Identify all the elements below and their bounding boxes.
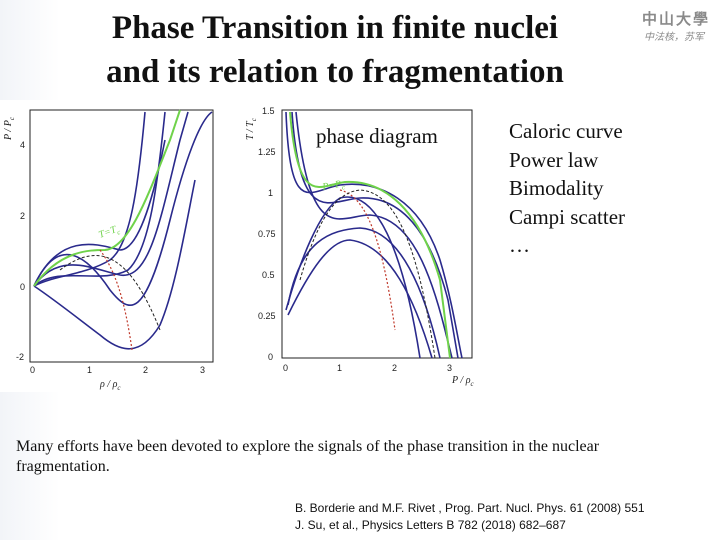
right-plot-frame: [281, 109, 473, 359]
signal-item: Bimodality: [509, 176, 604, 200]
left-ytick-2: 2: [20, 211, 25, 221]
left-plot-frame: [29, 109, 214, 363]
left-curve-label: T=Tc: [97, 223, 122, 243]
left-xtick-0: 0: [30, 365, 35, 375]
left-xlabel: ρ / ρc: [99, 379, 121, 392]
left-ytick-0: 0: [20, 282, 25, 292]
right-spinodal: [339, 189, 396, 331]
right-isotherm-5: [287, 239, 433, 359]
right-ytick-1-5: 1.5: [262, 106, 275, 116]
right-ytick-0-25: 0.25: [258, 311, 276, 321]
left-ylabel: P / Pc: [3, 116, 16, 141]
title-line-1: Phase Transition in finite nuclei: [111, 10, 559, 46]
right-ytick-0: 0: [268, 352, 273, 362]
slide-title: Phase Transition in finite nuclei and it…: [40, 6, 630, 94]
signal-item: Power law: [509, 147, 599, 172]
right-ytick-0-75: 0.75: [258, 229, 276, 239]
left-isotherm-1: [33, 111, 213, 306]
right-ytick-1: 1: [268, 188, 273, 198]
right-isotherm-4: [287, 227, 441, 359]
right-xtick-3: 3: [447, 363, 452, 373]
right-curve-label: P=Pc: [321, 178, 347, 195]
right-ytick-1-25: 1.25: [258, 147, 276, 157]
right-ylabel: T / Tc: [245, 117, 258, 140]
references: B. Borderie and M.F. Rivet , Prog. Part.…: [295, 500, 645, 534]
right-xtick-2: 2: [392, 363, 397, 373]
left-isotherm-2: [33, 111, 189, 287]
signals-list: Caloric curve Power law Bimodality Campi…: [509, 117, 625, 260]
left-xtick-3: 3: [200, 365, 205, 375]
left-coexistence: [59, 255, 161, 331]
left-xtick-1: 1: [87, 365, 92, 375]
signal-item: …: [509, 233, 530, 257]
title-line-2: and its relation to fragmentation: [106, 54, 564, 90]
left-xtick-2: 2: [143, 365, 148, 375]
right-coexistence: [299, 189, 436, 359]
left-critical-isotherm: [33, 109, 181, 287]
right-xtick-1: 1: [337, 363, 342, 373]
phase-diagram-label: phase diagram: [316, 124, 438, 148]
right-ytick-0-5: 0.5: [262, 270, 275, 280]
left-spinodal: [99, 249, 133, 351]
left-ytick-neg2: -2: [16, 352, 24, 362]
university-logo: 中山大學 中法核，苏军: [636, 8, 716, 44]
left-isotherm-4: [33, 111, 146, 287]
right-xtick-0: 0: [283, 363, 288, 373]
reference-item: B. Borderie and M.F. Rivet , Prog. Part.…: [295, 501, 645, 515]
right-xlabel: P / ρc: [451, 375, 475, 388]
right-critical-isotherm: [289, 111, 451, 359]
phase-diagram-figure: 4 2 0 -2 0 1 2 3 ρ / ρc P / Pc T=Tc: [0, 100, 490, 392]
body-paragraph: Many efforts have been devoted to explor…: [16, 438, 600, 475]
left-isotherm-6: [33, 139, 166, 287]
left-isotherm-5: [33, 179, 196, 350]
signal-item: Caloric curve: [509, 119, 623, 143]
logo-line-1: 中山大學: [642, 10, 711, 28]
right-isotherm-6: [285, 196, 421, 359]
left-plot: 4 2 0 -2 0 1 2 3 ρ / ρc P / Pc T=Tc: [3, 109, 214, 392]
phase-diagram-svg: 4 2 0 -2 0 1 2 3 ρ / ρc P / Pc T=Tc: [3, 106, 475, 392]
logo-line-2: 中法核，苏军: [644, 32, 704, 43]
right-plot: 1.5 1.25 1 0.75 0.5 0.25 0 0 1 2 3 P / ρ…: [245, 106, 475, 388]
signal-item: Campi scatter: [509, 204, 626, 229]
right-isotherm-3: [295, 111, 453, 359]
reference-item: J. Su, et al., Physics Letters B 782 (20…: [295, 518, 566, 532]
left-ytick-4: 4: [20, 140, 25, 150]
